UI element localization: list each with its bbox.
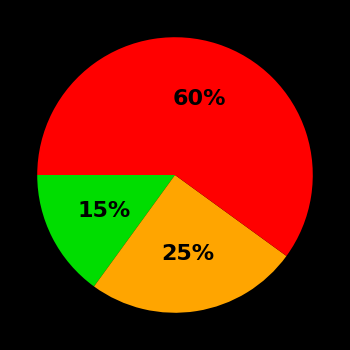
- Wedge shape: [37, 37, 313, 256]
- Text: 15%: 15%: [77, 201, 131, 221]
- Text: 60%: 60%: [173, 89, 226, 109]
- Text: 25%: 25%: [161, 244, 214, 264]
- Wedge shape: [94, 175, 286, 313]
- Wedge shape: [37, 175, 175, 286]
